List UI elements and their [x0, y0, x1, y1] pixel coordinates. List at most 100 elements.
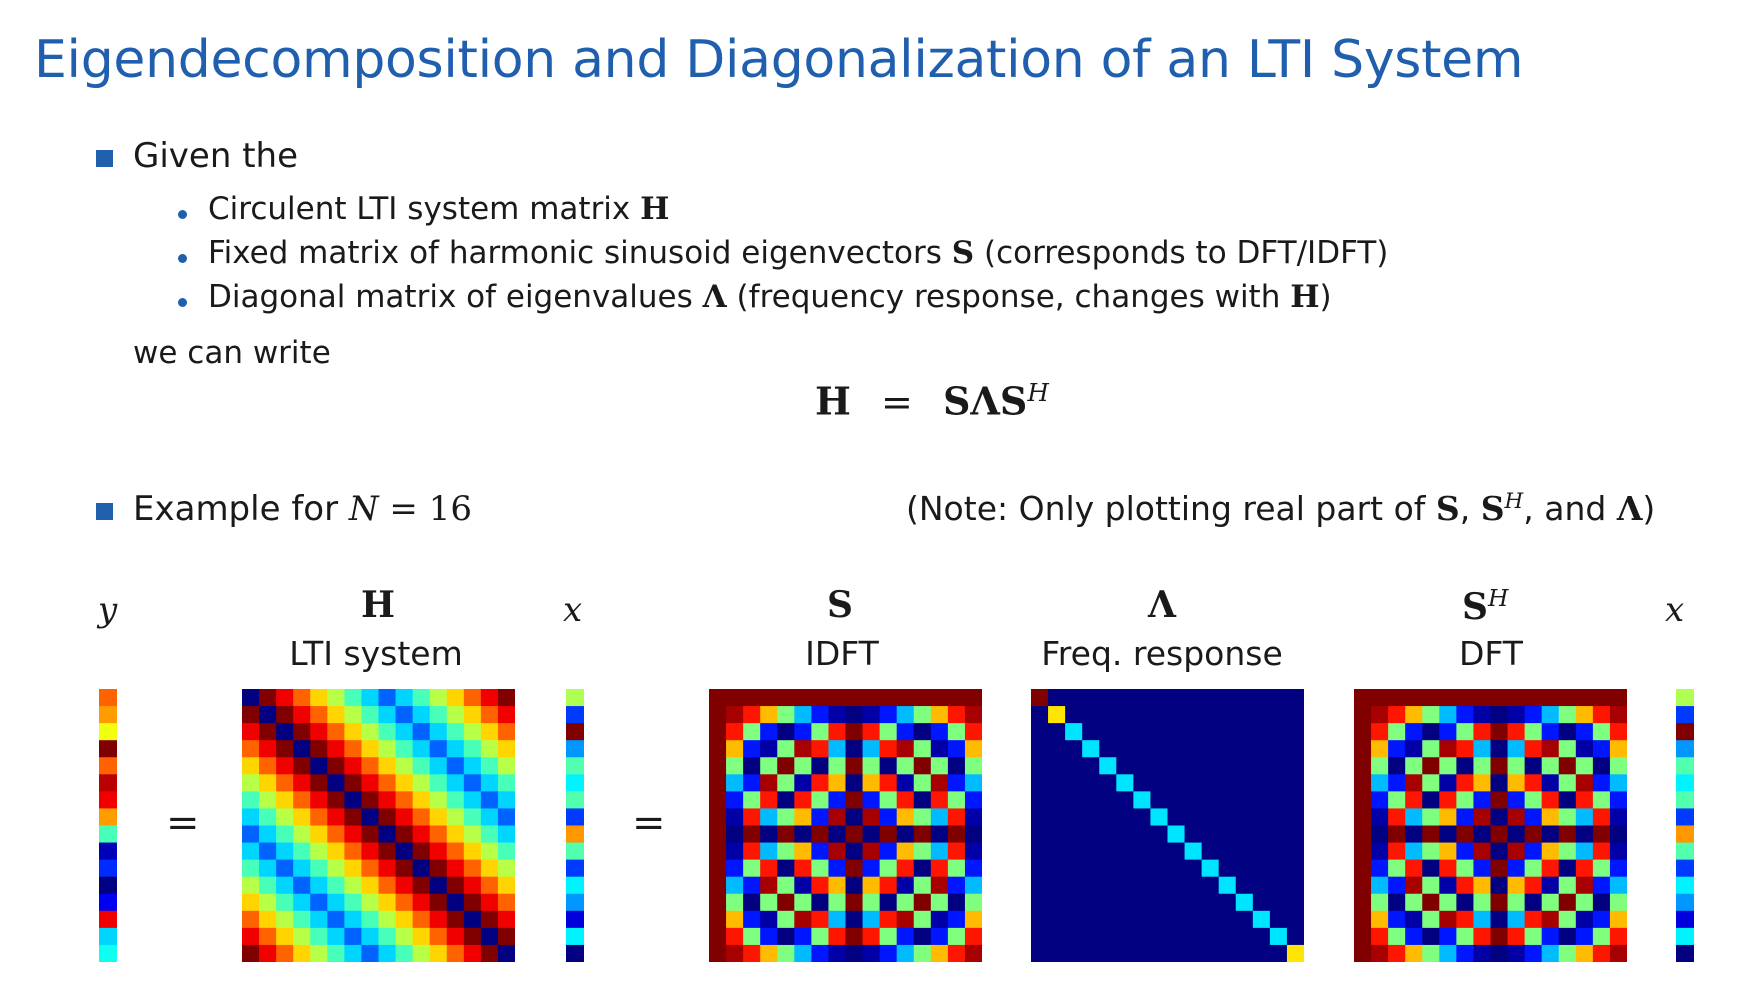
- lambda-cell: [1252, 757, 1271, 775]
- sh-cell: [1371, 774, 1389, 792]
- h-cell: [480, 791, 499, 809]
- h-cell: [395, 723, 414, 741]
- sh-cell: [1592, 791, 1611, 809]
- lambda-cell: [1286, 808, 1304, 826]
- s-cell: [930, 723, 949, 741]
- sh-cell: [1388, 842, 1406, 861]
- lambda-cell: [1286, 859, 1304, 878]
- h-cell: [429, 825, 448, 844]
- lambda-cell: [1252, 774, 1271, 792]
- h-cell: [310, 842, 328, 861]
- sh-cell: [1609, 689, 1627, 707]
- sh-cell: [1558, 859, 1577, 878]
- lambda-cell: [1269, 774, 1288, 792]
- lambda-cell: [1116, 927, 1134, 946]
- lambda-cell: [1252, 706, 1271, 724]
- lambda-cell: [1184, 740, 1203, 758]
- h-cell: [378, 842, 397, 861]
- s-cell: [947, 842, 966, 861]
- lambda-matrix-heatmap: [1031, 689, 1304, 962]
- s-cell: [947, 859, 966, 878]
- s-cell: [709, 859, 727, 878]
- s-cell: [964, 876, 982, 895]
- lambda-cell: [1150, 859, 1168, 878]
- sh-cell: [1609, 842, 1627, 861]
- sh-cell: [1422, 876, 1440, 895]
- lambda-cell: [1184, 791, 1203, 809]
- lambda-cell: [1116, 859, 1134, 878]
- h-cell: [395, 876, 414, 895]
- lambda-cell: [1167, 825, 1186, 844]
- s-cell: [811, 706, 829, 724]
- lambda-cell: [1133, 689, 1151, 707]
- lambda-cell: [1099, 689, 1117, 707]
- lambda-cell: [1201, 740, 1220, 758]
- lambda-cell: [1133, 876, 1151, 895]
- s-cell: [760, 842, 778, 861]
- s-cell: [811, 689, 829, 707]
- h-cell: [259, 723, 277, 741]
- lambda-cell: [1167, 740, 1186, 758]
- h-cell: [429, 859, 448, 878]
- x-label: x: [563, 590, 583, 630]
- lambda-cell: [1099, 893, 1117, 912]
- sh-cell: [1558, 876, 1577, 895]
- s-cell: [760, 740, 778, 758]
- s-cell: [879, 944, 898, 962]
- s-cell: [709, 825, 727, 844]
- sh-cell: [1354, 910, 1372, 929]
- h-cell: [429, 791, 448, 809]
- h-cell: [429, 706, 448, 724]
- lambda-cell: [1082, 910, 1100, 929]
- sh-cell: [1524, 791, 1543, 809]
- s-cell: [828, 808, 846, 826]
- h-cell: [412, 927, 431, 946]
- h-cell: [310, 689, 328, 707]
- h-cell: [395, 706, 414, 724]
- sh-cell: [1439, 757, 1457, 775]
- h-cell: [259, 876, 277, 895]
- s-cell: [896, 910, 915, 929]
- h-cell: [412, 689, 431, 707]
- lambda-cell: [1218, 876, 1237, 895]
- sh-cell: [1439, 825, 1457, 844]
- sh-cell: [1490, 740, 1509, 758]
- lambda-cell: [1031, 808, 1049, 826]
- s-cell: [930, 774, 949, 792]
- lambda-cell: [1116, 825, 1134, 844]
- sh-cell: [1371, 825, 1389, 844]
- h-cell: [327, 910, 345, 929]
- lambda-cell: [1150, 791, 1168, 809]
- s-cell: [709, 706, 727, 724]
- s-cell: [913, 740, 932, 758]
- sh-cell: [1541, 706, 1560, 724]
- h-cell: [429, 842, 448, 861]
- lambda-cell: [1031, 706, 1049, 724]
- lambda-cell: [1201, 927, 1220, 946]
- h-cell: [293, 910, 311, 929]
- sh-cell: [1575, 706, 1594, 724]
- s-cell: [743, 944, 761, 962]
- h-cell: [327, 944, 345, 962]
- lambda-cell: [1099, 740, 1117, 758]
- h-cell: [327, 859, 345, 878]
- s-cell: [845, 876, 864, 895]
- s-cell: [930, 689, 949, 707]
- h-cell: [412, 740, 431, 758]
- h-cell: [242, 723, 260, 741]
- h-cell: [327, 757, 345, 775]
- sh-cell: [1388, 791, 1406, 809]
- s-cell: [930, 859, 949, 878]
- lambda-cell: [1065, 740, 1083, 758]
- h-cell: [497, 808, 515, 826]
- sh-cell: [1558, 808, 1577, 826]
- h-cell: [293, 706, 311, 724]
- s-cell: [760, 825, 778, 844]
- y-cell: [99, 893, 117, 912]
- sh-cell: [1456, 757, 1474, 775]
- s-cell: [794, 944, 812, 962]
- sh-cell: [1524, 944, 1543, 962]
- s-cell: [726, 723, 744, 741]
- sh-cell: [1524, 842, 1543, 861]
- h-cell: [242, 791, 260, 809]
